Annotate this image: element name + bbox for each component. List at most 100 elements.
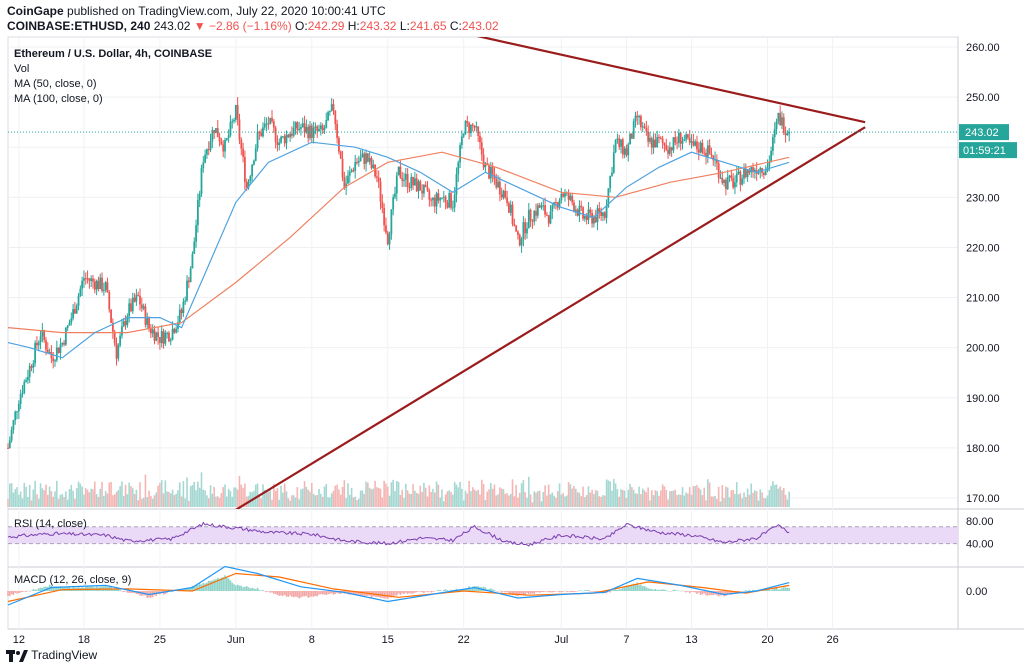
volume-bar <box>455 484 458 507</box>
macd-histogram-bar <box>573 591 575 593</box>
volume-bar <box>269 488 272 507</box>
volume-bar <box>155 492 158 507</box>
candle-body <box>524 222 527 234</box>
candle-body <box>218 137 221 142</box>
volume-bar <box>348 494 351 507</box>
macd-histogram-bar <box>688 591 691 594</box>
rsi-pane[interactable] <box>7 521 958 547</box>
volume-bar <box>582 486 584 507</box>
candle-body <box>621 139 624 155</box>
price-chart[interactable]: 260.00250.00240.00230.00220.00210.00200.… <box>0 0 1024 645</box>
legend-title: Ethereum / U.S. Dollar, 4h, COINBASE <box>14 48 212 60</box>
macd-histogram-bar <box>640 584 642 591</box>
volume-bar <box>354 496 356 507</box>
volume-bar <box>162 493 165 507</box>
macd-histogram-bar <box>329 591 331 594</box>
candle-body <box>50 352 53 359</box>
volume-bar <box>716 499 718 507</box>
volume-bar <box>468 480 470 507</box>
volume-bar <box>600 496 602 507</box>
macd-histogram-bar <box>433 591 436 592</box>
candle-body <box>162 331 165 344</box>
candle-body <box>491 167 494 175</box>
volume-bar <box>490 483 492 507</box>
volume-bar <box>173 495 176 507</box>
volume-bar <box>18 494 20 507</box>
candle-body <box>83 278 85 281</box>
tradingview-logo-icon <box>6 649 28 662</box>
trendline <box>476 37 866 124</box>
macd-histogram-bar <box>130 591 132 593</box>
trendlines[interactable] <box>8 0 958 645</box>
tradingview-footer[interactable]: TradingView <box>6 648 97 662</box>
macd-histogram-bar <box>222 577 224 591</box>
volume-bar <box>419 485 422 507</box>
candle-body <box>21 393 24 395</box>
macd-histogram-bar <box>540 591 543 592</box>
candle-body <box>752 167 754 173</box>
candle-body <box>697 149 700 153</box>
volume-bar <box>267 491 270 507</box>
candle-body <box>296 122 299 131</box>
volume-bar <box>330 493 333 507</box>
volume-bar <box>59 494 62 507</box>
candle-body <box>450 193 452 208</box>
macd-histogram-bar <box>381 591 384 598</box>
volume-bar <box>168 491 170 507</box>
volume-bar <box>725 486 727 507</box>
candle-body <box>408 187 411 189</box>
candle-body <box>84 278 87 280</box>
candle-body <box>16 411 18 413</box>
candle-body <box>182 301 185 314</box>
macd-histogram-bar <box>730 591 733 595</box>
macd-histogram-bar <box>549 591 552 593</box>
candle-body <box>234 104 237 120</box>
candle-body <box>616 138 619 140</box>
candle-body <box>101 277 103 291</box>
volume-bar <box>764 498 767 507</box>
volume-bar <box>188 500 190 507</box>
candle-body <box>328 110 331 113</box>
volume-bar <box>775 484 778 507</box>
volume-bar <box>654 490 657 507</box>
volume-bar <box>240 484 243 507</box>
volume-bar <box>403 497 405 507</box>
macd-histogram-bar <box>247 587 250 591</box>
macd-histogram-bar <box>697 591 700 593</box>
macd-histogram-bar <box>104 585 107 591</box>
volume-bar <box>707 479 709 507</box>
candle-body <box>294 122 297 129</box>
macd-histogram-bar <box>292 591 295 598</box>
volume-bar <box>414 490 416 507</box>
volume-bar <box>121 481 123 507</box>
candle-body <box>480 142 483 155</box>
volume-bar <box>139 482 141 507</box>
macd-histogram-bar <box>745 590 747 591</box>
volume-bar <box>271 499 273 507</box>
candle-body <box>479 135 481 143</box>
candle-body <box>788 132 791 134</box>
volume-bar <box>457 487 460 507</box>
volume-bar <box>576 492 579 507</box>
macd-pane[interactable] <box>7 565 790 606</box>
candle-body <box>298 129 301 131</box>
volume-bar <box>305 487 308 507</box>
candle-body <box>327 112 329 121</box>
candle-body <box>354 162 357 171</box>
volume-bar <box>207 498 210 507</box>
candle-body <box>207 149 210 151</box>
volume-bar <box>258 493 261 507</box>
candlesticks[interactable] <box>7 97 791 449</box>
macd-histogram-bar <box>575 591 577 592</box>
candle-body <box>782 117 785 133</box>
candle-body <box>193 241 196 254</box>
candle-body <box>19 394 22 404</box>
macd-histogram-bar <box>484 587 487 591</box>
macd-histogram-bar <box>721 591 724 596</box>
volume-bar <box>110 481 112 507</box>
candle-body <box>92 278 94 282</box>
macd-histogram-bar <box>18 591 20 594</box>
macd-histogram-bar <box>309 591 311 598</box>
candle-body <box>509 204 512 213</box>
publisher-name[interactable]: CoinGape <box>7 4 64 18</box>
